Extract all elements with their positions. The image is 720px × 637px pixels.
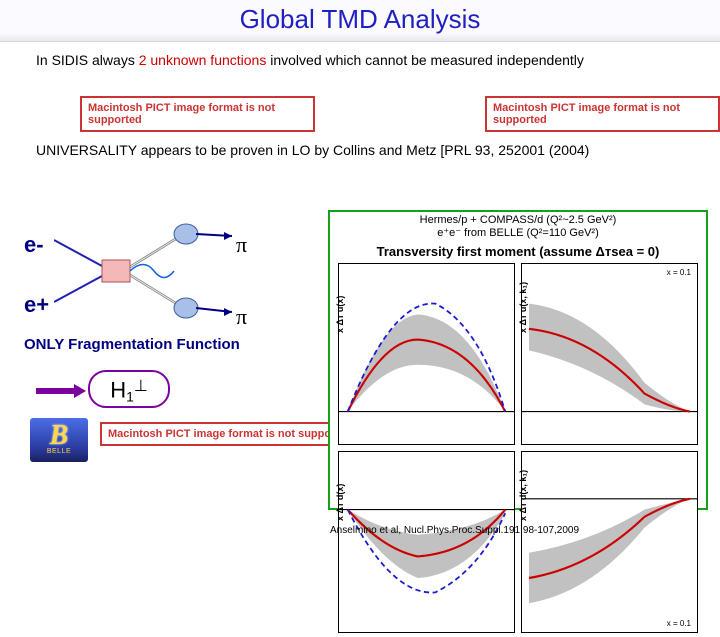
pict-placeholder: Macintosh PICT image format is not suppo… <box>80 96 315 132</box>
h1-arrow-icon <box>34 382 86 400</box>
panel-ur: x Δᴛ u(x, k₁) x = 0.1 <box>521 263 698 445</box>
pict-placeholder: Macintosh PICT image format is not suppo… <box>100 422 360 446</box>
fragmentation-diagram: e- e+ π π <box>24 216 264 326</box>
belle-logo: B BELLE <box>30 418 88 462</box>
citation: Anselmino et al, Nucl.Phys.Proc.Suppl.19… <box>330 525 579 536</box>
h1-perp-box: H1⊥ <box>88 370 170 408</box>
panel-ul: x Δᴛ u(x) <box>338 263 515 445</box>
only-frag-text: ONLY Fragmentation Function <box>24 336 240 353</box>
e-plus-label: e+ <box>24 292 49 318</box>
line2: UNIVERSALITY appears to be proven in LO … <box>36 142 720 158</box>
e-minus-label: e- <box>24 232 44 258</box>
panel-ll: x Δᴛ d(x) <box>338 451 515 633</box>
pict-placeholder: Macintosh PICT image format is not suppo… <box>485 96 720 132</box>
pict-row: Macintosh PICT image format is not suppo… <box>80 96 720 132</box>
page-title: Global TMD Analysis <box>0 4 720 35</box>
chart-title: Transversity first moment (assume Δᴛsea … <box>330 244 706 259</box>
line1: In SIDIS always 2 unknown functions invo… <box>36 52 720 68</box>
panel-lr: x Δᴛ d(x, k₁) x = 0.1 <box>521 451 698 633</box>
chart-caption: Hermes/p + COMPASS/d (Q²~2.5 GeV²) e⁺e⁻ … <box>330 214 706 240</box>
transversity-chart: Hermes/p + COMPASS/d (Q²~2.5 GeV²) e⁺e⁻ … <box>328 210 708 510</box>
diagram-svg <box>54 216 244 326</box>
